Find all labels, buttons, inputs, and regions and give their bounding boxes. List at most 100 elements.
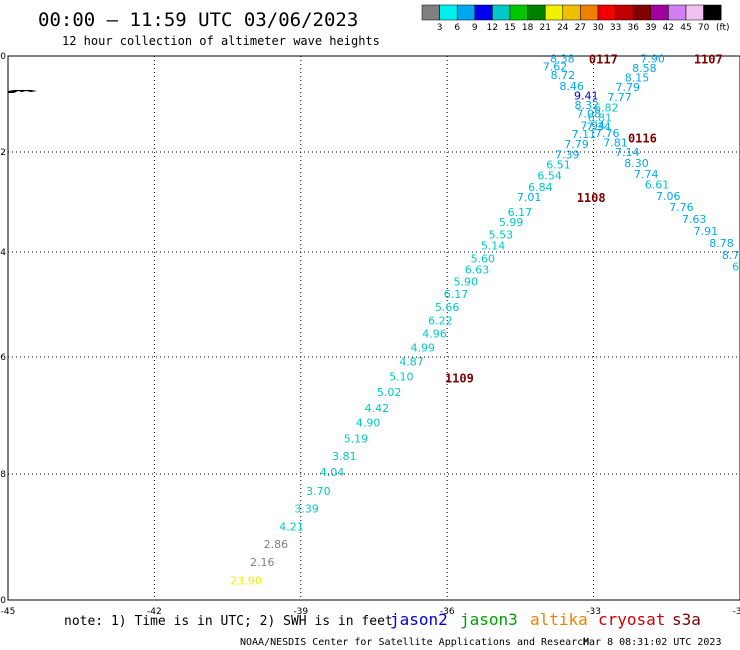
pass-time-label: 1109 [445,371,474,385]
swh-value-label: 3.81 [332,450,357,463]
grid-lines [8,56,740,600]
colorbar-swatch [456,4,476,21]
swh-value-label: 23.90 [230,574,262,587]
footer-credit: NOAA/NESDIS Center for Satellite Applica… [240,637,589,648]
colorbar-label: 30 [592,23,604,33]
swh-value-label: 5.14 [481,240,506,253]
colorbar-swatch [544,4,564,21]
y-tick-label: -60 [0,52,6,62]
swh-value-label: 8.15 [625,72,650,85]
satellite-legend-s3a: s3a [672,610,701,629]
swh-value-label: 7.01 [517,191,542,204]
colorbar-swatch [650,4,669,21]
colorbar-label: 45 [680,23,691,33]
swh-value-label: 7.62 [543,61,568,74]
swh-value-label: 9.41 [574,89,599,102]
swh-value-label: 7.81 [603,136,628,149]
swh-value-label: 7.11 [572,128,597,141]
colorbar-label: 3 [437,23,443,33]
swh-value-label: 7.91 [694,225,719,238]
swh-value-label: 7.76 [669,201,694,214]
swh-value-label: 5.02 [377,386,402,399]
colorbar-label: 18 [522,23,534,33]
y-tick-label: -64 [0,248,6,258]
x-tick-label: -45 [1,607,16,617]
swh-value-label: 8.78 [709,237,734,250]
pass-time-label: 0117 [589,52,618,66]
swh-value-label: 8.72 [551,69,576,82]
colorbar-label: 12 [487,23,498,33]
satellite-legend-cryosat: cryosat [598,610,665,629]
swh-value-label: 7.06 [656,190,681,203]
swh-value-label: 4.90 [356,417,381,430]
swh-value-label: 6.54 [537,170,562,183]
x-tick-label: -33 [586,607,601,617]
x-tick-label: -30 [733,607,740,617]
swh-value-label: 5.10 [389,370,414,383]
colorbar-swatch [597,4,616,21]
swh-value-label: 6.82 [594,101,619,114]
swh-value-label: 5.90 [453,275,478,288]
y-tick-label: -66 [0,353,6,363]
swh-value-label: 4.04 [320,466,345,479]
swh-value-label: 7.79 [616,81,641,94]
swh-value-label: 6.82 [732,261,740,274]
colorbar-swatch [562,4,581,21]
swh-value-label: 6.84 [528,181,553,194]
swh-value-label: 7.39 [555,149,580,162]
chart-title: 00:00 – 11:59 UTC 03/06/2023 [38,9,358,31]
x-tick-label: -39 [293,607,308,617]
colorbar-swatch [580,4,599,21]
swh-value-label: 8.71 [722,249,740,262]
satellite-legend-altika: altika [530,610,588,629]
swh-value-label: 7.94 [580,120,605,133]
colorbar-label: 42 [663,23,674,33]
colorbar-swatch [492,4,511,21]
colorbar-swatch [632,4,652,21]
colorbar-label: 6 [454,23,460,33]
swh-value-label: 6.63 [465,263,490,276]
swh-value-label: 6.17 [508,206,533,219]
swh-value-label: 7.77 [607,91,632,104]
colorbar-swatch [703,4,722,21]
pass-time-label: 0116 [628,132,657,146]
pass-labels: 0117 1107 0116 1108 1109 [445,52,723,385]
swh-value-label: 7.90 [640,52,665,65]
x-tick-label: -42 [147,607,162,617]
footer-timestamp: Mar 8 08:31:02 UTC 2023 [583,637,721,648]
colorbar-label: 39 [645,23,657,33]
colorbar-label: 36 [627,23,639,33]
chart-subtitle: 12 hour collection of altimeter wave hei… [62,34,380,48]
colorbar-label: 9 [472,23,478,33]
swh-value-label: 8.46 [559,80,584,93]
swh-value-label: 8.30 [624,157,649,170]
swh-value-label: 7.74 [634,168,659,181]
swh-value-label: 6.81 [588,111,613,124]
swh-value-label: 7.76 [595,127,620,140]
swh-value-label: 4.96 [422,327,447,340]
swh-value-label: 7.14 [615,146,640,159]
colorbar-swatch [685,4,704,21]
swh-points: 8.387.628.728.469.418.327.087.947.117.79… [230,52,740,587]
x-tick-label: -36 [440,607,455,617]
swh-value-label: 6.17 [444,288,469,301]
colorbar-legend: 3 6 9 12 15 18 21 24 27 30 33 36 39 42 45 70 [421,4,722,33]
colorbar-swatch [474,4,493,21]
swh-value-label: 3.70 [306,485,331,498]
satellite-legend-jason3: jason3 [460,610,518,629]
colorbar-swatch [668,4,687,21]
y-tick-label: -70 [0,596,6,606]
footer-note: note: 1) Time is in UTC; 2) SWH is in fe… [64,614,393,629]
y-tick-label: -62 [0,148,6,158]
coastline-island [8,90,37,93]
colorbar-swatch [509,4,528,21]
colorbar-label: 21 [539,23,550,33]
swh-value-label: 6.61 [645,179,670,192]
pass-time-label: 1108 [577,191,606,205]
swh-value-label: 3.39 [294,503,319,516]
swh-value-label: 8.32 [575,99,600,112]
colorbar-swatch [527,4,546,21]
colorbar-swatch [615,4,634,21]
colorbar-swatch [421,4,440,21]
